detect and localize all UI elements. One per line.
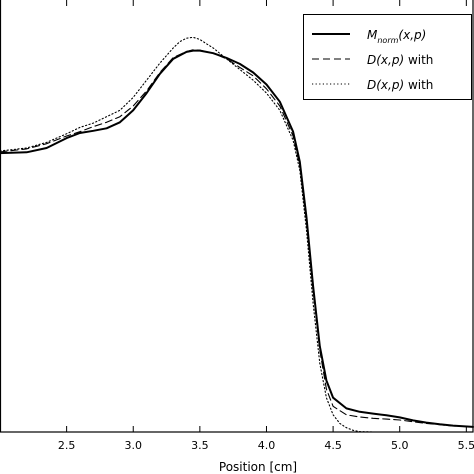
series-line-3 [0, 36, 474, 433]
series-line-2 [0, 49, 474, 428]
legend-label-3: D(x,p) with [367, 78, 433, 92]
x-tick-label: 4.5 [324, 439, 342, 452]
series-line-1 [0, 49, 474, 428]
plot-frame [0, 0, 474, 433]
legend-label-1: Mnorm(x,p) [367, 28, 426, 45]
plot-area [0, 36, 474, 433]
x-tick-label: 5.0 [391, 439, 409, 452]
legend-label-2: D(x,p) with [367, 53, 433, 67]
x-axis-label: Position [cm] [219, 460, 297, 474]
legend-box [303, 14, 472, 100]
x-tick-label: 4.0 [258, 439, 276, 452]
x-tick-label: 5.5 [458, 439, 474, 452]
x-axis-ticks: 2.5 3.0 3.5 4.0 4.5 5.0 5.5 [58, 0, 474, 452]
x-tick-label: 3.5 [191, 439, 209, 452]
x-tick-label: 3.0 [124, 439, 142, 452]
legend: Mnorm(x,p) D(x,p) with D(x,p) with [303, 14, 472, 100]
x-tick-label: 2.5 [58, 439, 76, 452]
axes [0, 0, 474, 433]
